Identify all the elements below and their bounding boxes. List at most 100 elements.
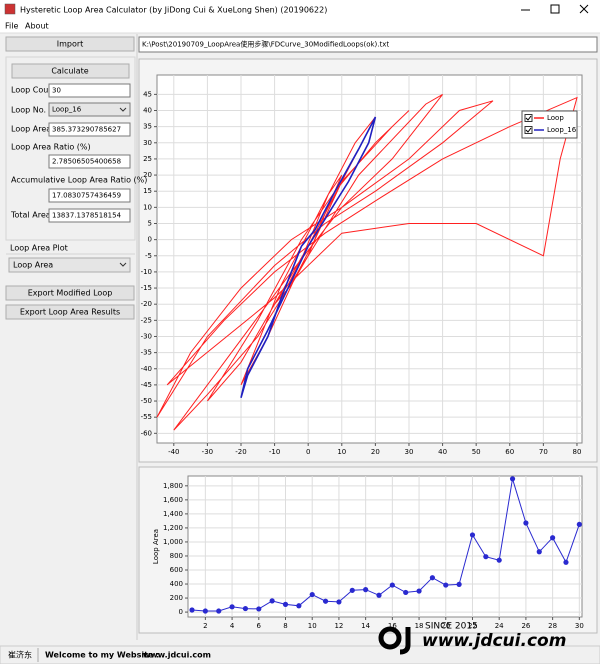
y-tick-label: 400: [170, 580, 183, 588]
watermark-since: SINCE 2015: [425, 622, 478, 632]
x-tick-label: 16: [388, 622, 397, 630]
y-tick-label: 1,600: [163, 496, 183, 504]
status-website[interactable]: www.jdcui.com: [143, 651, 211, 660]
calc-group: [5, 56, 136, 241]
data-point: [322, 598, 329, 604]
y-tick-label: 20: [143, 171, 152, 179]
calculate-button[interactable]: [11, 63, 130, 79]
field-input[interactable]: [48, 83, 131, 98]
x-tick-label: 14: [361, 622, 370, 630]
data-point: [429, 575, 436, 581]
y-tick-label: -20: [141, 300, 152, 308]
data-point: [242, 605, 249, 612]
field-value: 30: [52, 87, 61, 95]
x-tick-label: 8: [283, 622, 287, 630]
data-point: [416, 588, 422, 594]
plot-select[interactable]: [8, 257, 131, 273]
export-loop-button[interactable]: [5, 285, 135, 301]
x-tick-label: -30: [202, 448, 213, 456]
x-tick-label: 60: [505, 448, 514, 456]
legend-label: Loop_16: [547, 126, 577, 134]
x-tick-label: -40: [168, 448, 179, 456]
button-label: Export Modified Loop: [28, 289, 113, 298]
x-tick-label: 50: [472, 448, 481, 456]
x-tick-label: 2: [203, 622, 207, 630]
y-tick-label: 1,200: [163, 524, 183, 532]
data-point: [523, 520, 529, 526]
field-input[interactable]: [48, 154, 131, 169]
data-point: [550, 535, 556, 541]
data-point: [189, 607, 195, 613]
field-input[interactable]: [48, 122, 131, 137]
menu-item[interactable]: File: [5, 22, 18, 31]
data-point: [376, 592, 382, 598]
y-tick-label: -15: [141, 284, 152, 292]
data-point: [403, 589, 409, 596]
x-tick-label: 18: [415, 622, 424, 630]
field-value: 17.0830757436459: [52, 192, 121, 200]
data-point: [389, 582, 395, 588]
data-point: [256, 606, 262, 612]
y-tick-label: 5: [148, 219, 152, 227]
export-results-button[interactable]: [5, 304, 135, 320]
field-label: Loop Area Ratio (%): [11, 143, 91, 152]
data-point: [336, 599, 342, 605]
field-input[interactable]: [48, 188, 131, 203]
field-value: 13837.1378518154: [52, 212, 122, 220]
field-value: 385.373290785627: [52, 126, 121, 134]
file-path-box[interactable]: [138, 36, 598, 53]
legend-checkbox[interactable]: [524, 114, 533, 122]
y-tick-label: -25: [141, 316, 152, 324]
data-point: [296, 603, 302, 609]
data-point: [282, 601, 289, 607]
y-tick-label: 1,800: [163, 482, 183, 490]
field-select[interactable]: [48, 102, 131, 117]
field-input[interactable]: [48, 208, 131, 223]
field-label: Total Area: [10, 211, 51, 220]
plot-area: [187, 475, 583, 618]
y-tick-label: 200: [170, 594, 183, 602]
x-tick-label: 4: [230, 622, 235, 630]
field-label: Loop Area: [11, 125, 51, 134]
data-point: [216, 608, 222, 614]
x-tick-label: 10: [337, 448, 346, 456]
y-tick-label: 10: [143, 203, 152, 211]
y-tick-label: 25: [143, 155, 152, 163]
x-tick-label: 20: [371, 448, 380, 456]
y-tick-label: 40: [143, 107, 152, 115]
y-tick-label: -55: [141, 413, 152, 421]
data-point: [576, 521, 582, 528]
data-point: [563, 559, 569, 565]
y-tick-label: 35: [143, 123, 152, 131]
data-point: [456, 581, 462, 587]
y-tick-label: 0: [148, 236, 152, 244]
y-tick-label: -50: [141, 397, 152, 405]
status-bar: [0, 645, 600, 664]
data-point: [496, 557, 502, 563]
file-path: K:\Post\20190709_LoopArea使用步骤\FDCurve_30…: [142, 40, 389, 49]
y-tick-label: -40: [141, 365, 152, 373]
button-label: Export Loop Area Results: [20, 308, 120, 317]
field-label: Accumulative Loop Area Ratio (%): [11, 176, 147, 185]
x-tick-label: 20: [441, 622, 450, 630]
maximize-button[interactable]: [550, 4, 560, 14]
legend-check: [525, 115, 532, 121]
data-line: [240, 116, 377, 399]
y-tick-label: 30: [143, 139, 152, 147]
field-value: Loop_16: [52, 106, 82, 114]
dropdown-arrow: [119, 262, 127, 267]
y-tick-label: 0: [179, 608, 183, 616]
x-tick-label: 70: [539, 448, 548, 456]
watermark-logo: [378, 626, 402, 650]
import-button[interactable]: [5, 36, 135, 52]
x-tick-label: -20: [235, 448, 246, 456]
menu-item[interactable]: About: [25, 22, 49, 31]
app-icon: [4, 3, 16, 15]
data-point: [483, 554, 489, 560]
close-button[interactable]: [579, 4, 589, 14]
select-value: Loop Area: [13, 261, 53, 270]
legend-checkbox[interactable]: [524, 126, 533, 134]
x-tick-label: 40: [438, 448, 447, 456]
watermark-logo: [399, 627, 411, 655]
